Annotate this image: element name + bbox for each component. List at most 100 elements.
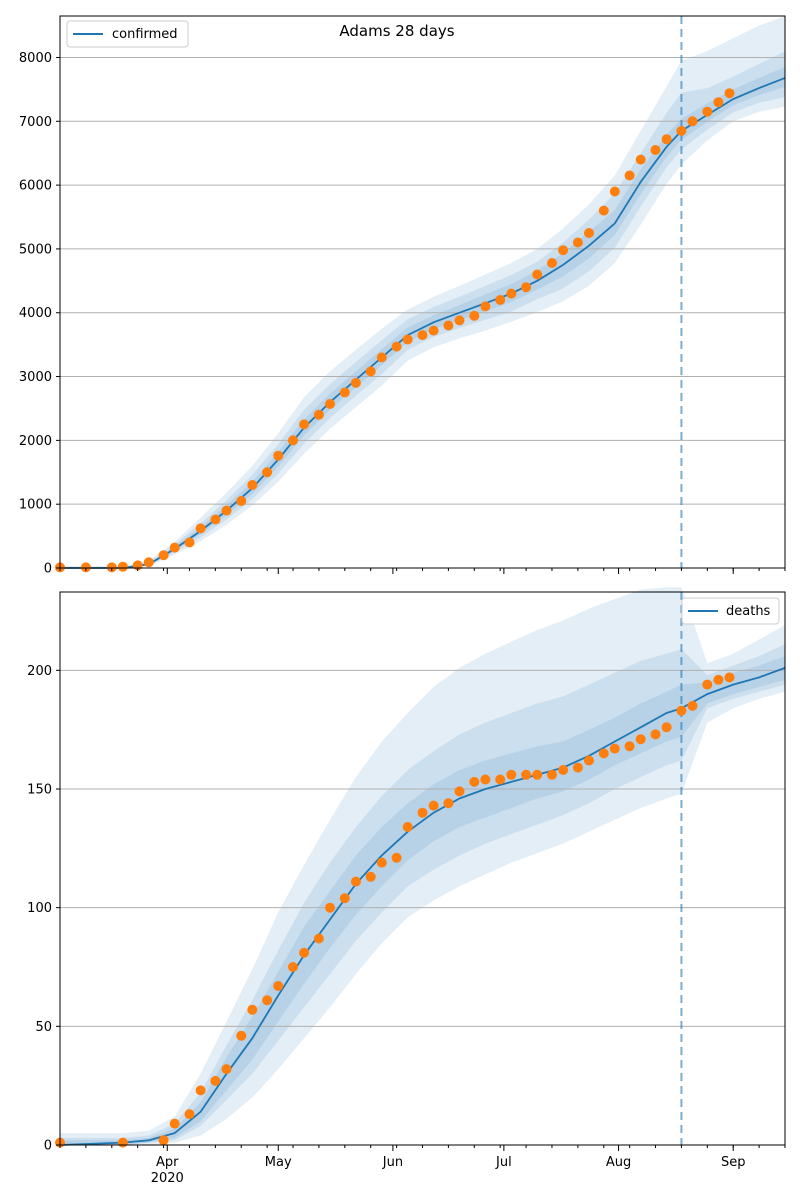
data-point [702,679,713,690]
data-point [117,561,128,572]
data-point [391,852,402,863]
data-point [558,245,569,256]
x-tick-label: Aug [606,1155,631,1170]
data-point [288,962,298,972]
data-point [262,995,273,1006]
data-point [687,700,698,711]
x-tick-label: Jul [495,1155,512,1170]
data-point [247,480,258,490]
data-point [169,1118,180,1129]
data-point [325,902,335,913]
data-point [299,947,310,958]
data-point [558,765,569,775]
data-point [158,1135,169,1146]
data-point [262,467,273,478]
data-point [469,310,480,321]
data-point [702,106,713,117]
data-point [598,748,609,759]
chart-title: Adams 28 days [339,22,454,40]
data-point [609,743,620,754]
data-point [210,514,221,525]
x-tick-label: Sep [721,1155,746,1170]
data-point [365,871,376,882]
data-point [273,981,284,991]
data-point [624,170,635,181]
y-tick-label: 200 [27,664,52,679]
data-point [236,1030,247,1041]
data-point [572,762,583,773]
data-point [417,330,428,341]
data-point [598,205,609,216]
y-tick-label: 8000 [19,51,52,66]
data-point [221,1064,232,1075]
data-point [143,557,154,568]
data-point [402,334,413,345]
data-point [325,399,335,409]
data-point [495,295,506,305]
deaths-panel: 0 50 100 150 200 Apr May Jun Jul Aug Sep 2020 death… [27,587,786,1186]
uncertainty-band-2 [60,51,785,569]
legend-label-deaths: deaths [726,604,771,619]
data-point [391,341,402,352]
data-point [247,1004,258,1015]
y-tick-label: 5000 [19,242,52,257]
data-point [547,258,557,268]
uncertainty-band-1 [60,16,785,568]
data-point [635,154,646,165]
data-point [313,409,324,420]
data-point [117,1137,128,1148]
y-tick-label: 150 [27,782,52,797]
legend-label-confirmed: confirmed [112,27,178,42]
data-point [273,450,284,461]
data-point [454,786,465,797]
data-point [521,769,532,780]
data-point [584,228,594,238]
data-point [480,301,491,312]
data-point [402,822,413,832]
confirmed-uncertainty-bands [60,16,785,569]
confirmed-axes: 0 1000 2000 3000 4000 5000 6000 7000 8000 [19,15,786,577]
confirmed-panel: 0 1000 2000 3000 4000 5000 6000 7000 8000 Adams … [19,15,786,577]
data-point [480,774,491,785]
x-tick-label: May [265,1155,292,1170]
data-point [299,419,310,430]
data-point [195,523,206,534]
data-point [417,807,428,818]
data-point [443,798,454,809]
data-point [210,1075,221,1086]
y-tick-label: 0 [44,562,52,577]
data-point [624,741,635,752]
data-point [724,672,735,683]
data-point [158,550,169,561]
confirmed-legend: confirmed [66,20,189,48]
uncertainty-band-2 [60,644,785,1145]
data-point [376,352,387,363]
data-point [236,496,247,506]
data-point [584,755,594,766]
uncertainty-band-1 [60,587,785,1145]
data-point [495,774,506,785]
data-point [687,116,698,127]
y-tick-label: 2000 [19,434,52,449]
data-point [506,769,517,780]
data-point [635,734,646,745]
x-year-label: 2020 [151,1171,184,1186]
data-point [184,537,195,548]
data-point [572,237,583,248]
legend-box [66,20,189,48]
data-point [350,876,361,887]
uncertainty-band-3 [60,67,785,568]
deaths-axes: 0 50 100 150 200 Apr May Jun Jul Aug Sep 2020 [27,591,786,1186]
data-point [376,857,387,868]
deaths-legend: deaths [681,597,780,625]
data-point [724,88,735,99]
x-tick-label: Apr [156,1155,179,1170]
y-tick-label: 0 [44,1139,52,1154]
data-point [650,729,661,740]
y-tick-label: 1000 [19,498,52,513]
data-point [661,134,672,145]
data-point [184,1109,195,1120]
data-point [288,435,298,446]
deaths-uncertainty-bands [60,587,785,1145]
